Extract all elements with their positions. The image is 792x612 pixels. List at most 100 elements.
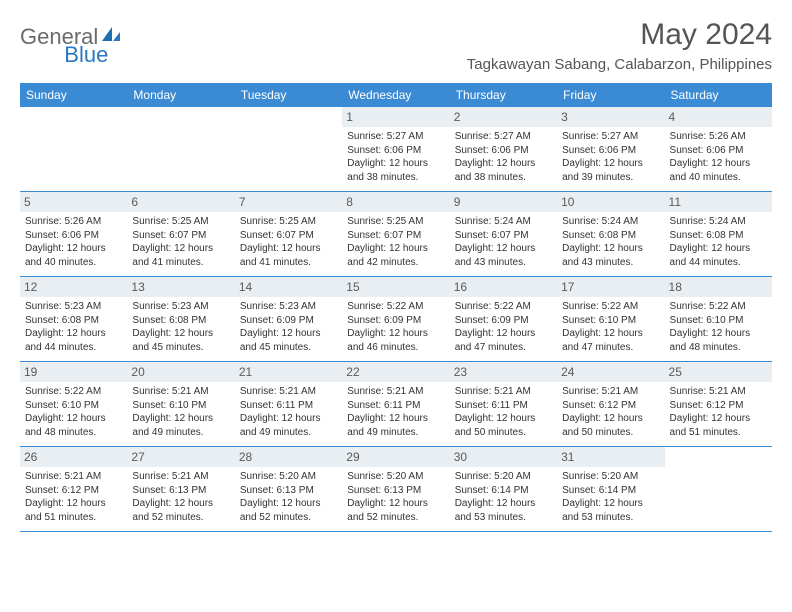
day-number: 26 [20, 447, 127, 467]
daylight-text: Daylight: 12 hours and 38 minutes. [455, 157, 552, 184]
sunrise-text: Sunrise: 5:20 AM [240, 470, 337, 484]
day-number: 5 [20, 192, 127, 212]
sunrise-text: Sunrise: 5:22 AM [455, 300, 552, 314]
day-number: 19 [20, 362, 127, 382]
day-cell: 18Sunrise: 5:22 AMSunset: 6:10 PMDayligh… [665, 277, 772, 361]
daylight-text: Daylight: 12 hours and 41 minutes. [132, 242, 229, 269]
weekday-header: Tuesday [235, 83, 342, 107]
daylight-text: Daylight: 12 hours and 47 minutes. [562, 327, 659, 354]
day-number: 30 [450, 447, 557, 467]
calendar: SundayMondayTuesdayWednesdayThursdayFrid… [20, 83, 772, 532]
day-cell: 27 Sunrise: 5:21 AMSunset: 6:13 PMDayligh… [127, 447, 234, 531]
sunset-text: Sunset: 6:06 PM [347, 144, 444, 158]
day-number: 11 [665, 192, 772, 212]
day-cell: 9Sunrise: 5:24 AMSunset: 6:07 PMDaylight… [450, 192, 557, 276]
daylight-text: Daylight: 12 hours and 53 minutes. [455, 497, 552, 524]
sunset-text: Sunset: 6:12 PM [25, 484, 122, 498]
sunrise-text: Sunrise: 5:21 AM [670, 385, 767, 399]
day-cell: 16Sunrise: 5:22 AMSunset: 6:09 PMDayligh… [450, 277, 557, 361]
sunset-text: Sunset: 6:12 PM [670, 399, 767, 413]
sunset-text: Sunset: 6:06 PM [455, 144, 552, 158]
daylight-text: Daylight: 12 hours and 50 minutes. [455, 412, 552, 439]
sunset-text: Sunset: 6:11 PM [347, 399, 444, 413]
sunrise-text: Sunrise: 5:26 AM [25, 215, 122, 229]
title-block: May 2024 Tagkawayan Sabang, Calabarzon, … [467, 18, 772, 73]
daylight-text: Daylight: 12 hours and 44 minutes. [25, 327, 122, 354]
daylight-text: Daylight: 12 hours and 52 minutes. [132, 497, 229, 524]
weekday-header-row: SundayMondayTuesdayWednesdayThursdayFrid… [20, 83, 772, 107]
day-number: 6 [127, 192, 234, 212]
day-number: 16 [450, 277, 557, 297]
sunset-text: Sunset: 6:08 PM [670, 229, 767, 243]
day-number: 1 [342, 107, 449, 127]
day-cell: 20Sunrise: 5:21 AMSunset: 6:10 PMDayligh… [127, 362, 234, 446]
weekday-header: Saturday [665, 83, 772, 107]
sunset-text: Sunset: 6:13 PM [240, 484, 337, 498]
sunrise-text: Sunrise: 5:27 AM [562, 130, 659, 144]
weekday-header: Thursday [450, 83, 557, 107]
weekday-header: Sunday [20, 83, 127, 107]
daylight-text: Daylight: 12 hours and 46 minutes. [347, 327, 444, 354]
day-cell: 14Sunrise: 5:23 AMSunset: 6:09 PMDayligh… [235, 277, 342, 361]
sunset-text: Sunset: 6:06 PM [25, 229, 122, 243]
daylight-text: Daylight: 12 hours and 38 minutes. [347, 157, 444, 184]
sunrise-text: Sunrise: 5:20 AM [455, 470, 552, 484]
sunrise-text: Sunrise: 5:22 AM [562, 300, 659, 314]
daylight-text: Daylight: 12 hours and 48 minutes. [670, 327, 767, 354]
day-cell-empty [235, 107, 342, 191]
sunrise-text: Sunrise: 5:21 AM [25, 470, 122, 484]
weekday-header: Monday [127, 83, 234, 107]
daylight-text: Daylight: 12 hours and 49 minutes. [132, 412, 229, 439]
sunrise-text: Sunrise: 5:23 AM [240, 300, 337, 314]
sunset-text: Sunset: 6:12 PM [562, 399, 659, 413]
sunset-text: Sunset: 6:13 PM [132, 484, 229, 498]
daylight-text: Daylight: 12 hours and 45 minutes. [240, 327, 337, 354]
day-number: 10 [557, 192, 664, 212]
sunset-text: Sunset: 6:07 PM [455, 229, 552, 243]
daylight-text: Daylight: 12 hours and 51 minutes. [25, 497, 122, 524]
day-cell: 10Sunrise: 5:24 AMSunset: 6:08 PMDayligh… [557, 192, 664, 276]
day-number: 17 [557, 277, 664, 297]
day-number: 9 [450, 192, 557, 212]
sunset-text: Sunset: 6:10 PM [132, 399, 229, 413]
sunset-text: Sunset: 6:11 PM [455, 399, 552, 413]
sunrise-text: Sunrise: 5:21 AM [132, 470, 229, 484]
day-cell: 7Sunrise: 5:25 AMSunset: 6:07 PMDaylight… [235, 192, 342, 276]
day-number: 3 [557, 107, 664, 127]
day-number: 15 [342, 277, 449, 297]
sunset-text: Sunset: 6:10 PM [670, 314, 767, 328]
day-cell-empty [20, 107, 127, 191]
day-cell: 8Sunrise: 5:25 AMSunset: 6:07 PMDaylight… [342, 192, 449, 276]
day-number: 27 [127, 447, 234, 467]
weeks-container: 1Sunrise: 5:27 AMSunset: 6:06 PMDaylight… [20, 107, 772, 532]
sunrise-text: Sunrise: 5:23 AM [25, 300, 122, 314]
sunset-text: Sunset: 6:09 PM [240, 314, 337, 328]
sunset-text: Sunset: 6:08 PM [562, 229, 659, 243]
sunrise-text: Sunrise: 5:22 AM [347, 300, 444, 314]
sunset-text: Sunset: 6:09 PM [455, 314, 552, 328]
sunset-text: Sunset: 6:07 PM [132, 229, 229, 243]
week-row: 1Sunrise: 5:27 AMSunset: 6:06 PMDaylight… [20, 107, 772, 192]
day-number: 18 [665, 277, 772, 297]
page-header: General Blue May 2024 Tagkawayan Sabang,… [20, 18, 772, 73]
daylight-text: Daylight: 12 hours and 41 minutes. [240, 242, 337, 269]
day-cell: 11Sunrise: 5:24 AMSunset: 6:08 PMDayligh… [665, 192, 772, 276]
sunrise-text: Sunrise: 5:25 AM [132, 215, 229, 229]
day-number: 8 [342, 192, 449, 212]
sunrise-text: Sunrise: 5:25 AM [347, 215, 444, 229]
day-cell-empty [665, 447, 772, 531]
day-number: 4 [665, 107, 772, 127]
day-number: 24 [557, 362, 664, 382]
weekday-header: Friday [557, 83, 664, 107]
daylight-text: Daylight: 12 hours and 49 minutes. [347, 412, 444, 439]
day-cell: 17Sunrise: 5:22 AMSunset: 6:10 PMDayligh… [557, 277, 664, 361]
day-number: 23 [450, 362, 557, 382]
daylight-text: Daylight: 12 hours and 44 minutes. [670, 242, 767, 269]
sunset-text: Sunset: 6:06 PM [670, 144, 767, 158]
daylight-text: Daylight: 12 hours and 40 minutes. [25, 242, 122, 269]
day-number: 7 [235, 192, 342, 212]
day-cell-empty [127, 107, 234, 191]
day-cell: 6 Sunrise: 5:25 AMSunset: 6:07 PMDaylight… [127, 192, 234, 276]
day-cell: 21Sunrise: 5:21 AMSunset: 6:11 PMDayligh… [235, 362, 342, 446]
day-number: 20 [127, 362, 234, 382]
